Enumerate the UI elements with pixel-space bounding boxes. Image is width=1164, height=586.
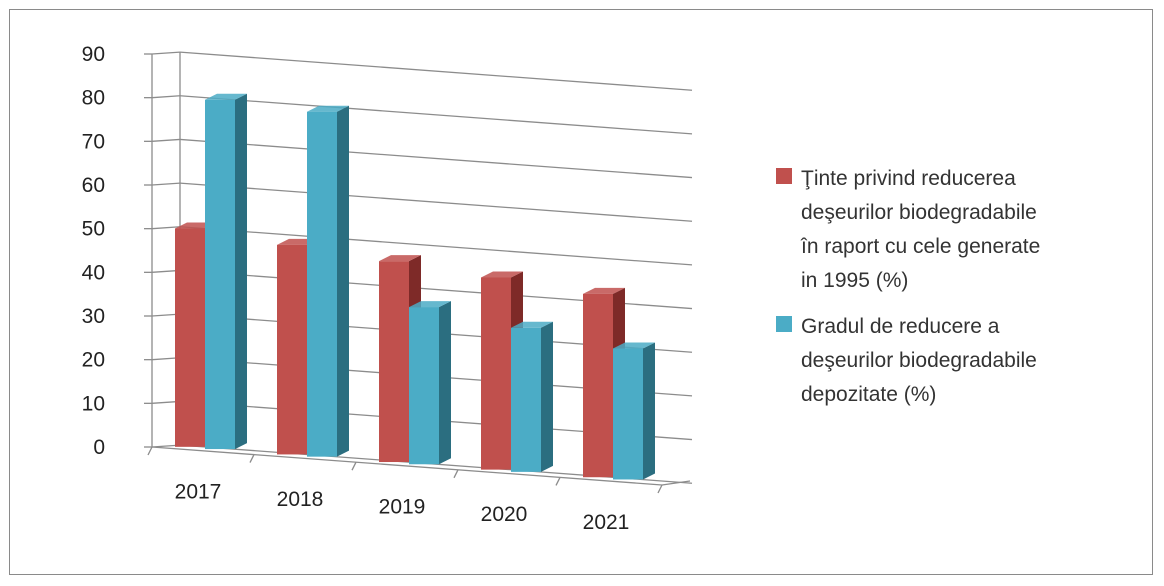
bar-2019-series-2 [409, 301, 451, 465]
bar-side [541, 321, 553, 472]
bar-2020-series-2 [511, 321, 553, 472]
bar-top [613, 342, 655, 349]
bar-top [307, 105, 349, 112]
bar-front [307, 111, 337, 457]
y-tick-label: 60 [82, 174, 105, 197]
axes [144, 52, 691, 494]
bar-front [409, 307, 439, 465]
y-tick-labels: 0 10 20 30 40 50 60 70 80 90 [82, 43, 105, 459]
y-tick-label: 20 [82, 349, 105, 372]
legend-label: deşeurilor biodegradabile [801, 349, 1037, 372]
bar-top [409, 301, 451, 308]
floor-right-edge [661, 480, 691, 486]
gridline [179, 95, 693, 135]
legend-label: deşeurilor biodegradabile [801, 201, 1037, 224]
bar-front [481, 277, 511, 470]
gridline-depth [151, 51, 181, 55]
gridline [179, 51, 693, 91]
gridline-depth [151, 95, 181, 99]
x-tick-mark [351, 461, 357, 471]
y-tick-label: 40 [82, 261, 105, 284]
x-tick-label: 2021 [583, 511, 630, 534]
legend-swatch [776, 316, 792, 332]
bar-front [379, 261, 409, 463]
x-tick-label: 2017 [175, 480, 222, 503]
x-tick-label: 2020 [481, 503, 528, 526]
gridline [179, 138, 693, 179]
gridline-depth [151, 226, 181, 230]
legend-label: în raport cu cele generate [800, 235, 1040, 258]
legend-label: depozitate (%) [801, 383, 936, 406]
gridline-depth [151, 182, 181, 186]
bar-side [235, 93, 247, 450]
y-tick-label: 10 [82, 392, 105, 415]
bar-front [205, 99, 235, 450]
x-tick-labels: 2017 2018 2019 2020 2021 [175, 480, 630, 533]
x-tick-mark [453, 469, 459, 479]
x-tick-mark [249, 454, 255, 463]
x-axis [151, 446, 663, 486]
y-tick-label: 50 [82, 218, 105, 241]
bar-top [481, 271, 523, 278]
bar-side [643, 342, 655, 480]
x-tick-mark [147, 446, 153, 456]
legend-entry-2: Gradul de reducere a deşeurilor biodegrad… [776, 315, 1037, 406]
bar-top [583, 287, 625, 294]
bar-top [511, 321, 553, 328]
bar-front [175, 228, 205, 447]
bar-front [277, 244, 307, 455]
legend-label: Ţinte privind reducerea [801, 167, 1016, 190]
legend: Ţinte privind reducerea deşeurilor biodeg… [776, 167, 1040, 406]
y-tick-label: 80 [82, 87, 105, 110]
y-tick-label: 90 [82, 43, 105, 66]
bar-side [439, 301, 451, 465]
bar-2017-series-2 [205, 93, 247, 450]
x-tick-label: 2018 [277, 488, 324, 511]
bars [175, 93, 655, 480]
bar-2018-series-2 [307, 105, 349, 457]
gridline [179, 182, 693, 222]
bar-top [379, 255, 421, 262]
bar-2021-series-2 [613, 342, 655, 480]
bar-front [511, 327, 541, 472]
y-tick-label: 0 [93, 436, 105, 459]
gridline [179, 226, 693, 266]
legend-swatch [776, 168, 792, 184]
legend-label: Gradul de reducere a [801, 315, 1000, 338]
legend-label: in 1995 (%) [801, 269, 908, 292]
legend-entry-1: Ţinte privind reducerea deşeurilor biodeg… [776, 167, 1040, 292]
y-tick-label: 30 [82, 305, 105, 328]
gridline-depth [151, 138, 181, 142]
bar-side [337, 105, 349, 457]
bar-top [205, 93, 247, 100]
x-tick-mark [657, 484, 663, 494]
y-tick-label: 70 [82, 130, 105, 153]
x-tick-label: 2019 [379, 496, 426, 519]
x-tick-mark [555, 477, 561, 486]
bar-front [613, 348, 643, 480]
bar-front [583, 293, 613, 478]
